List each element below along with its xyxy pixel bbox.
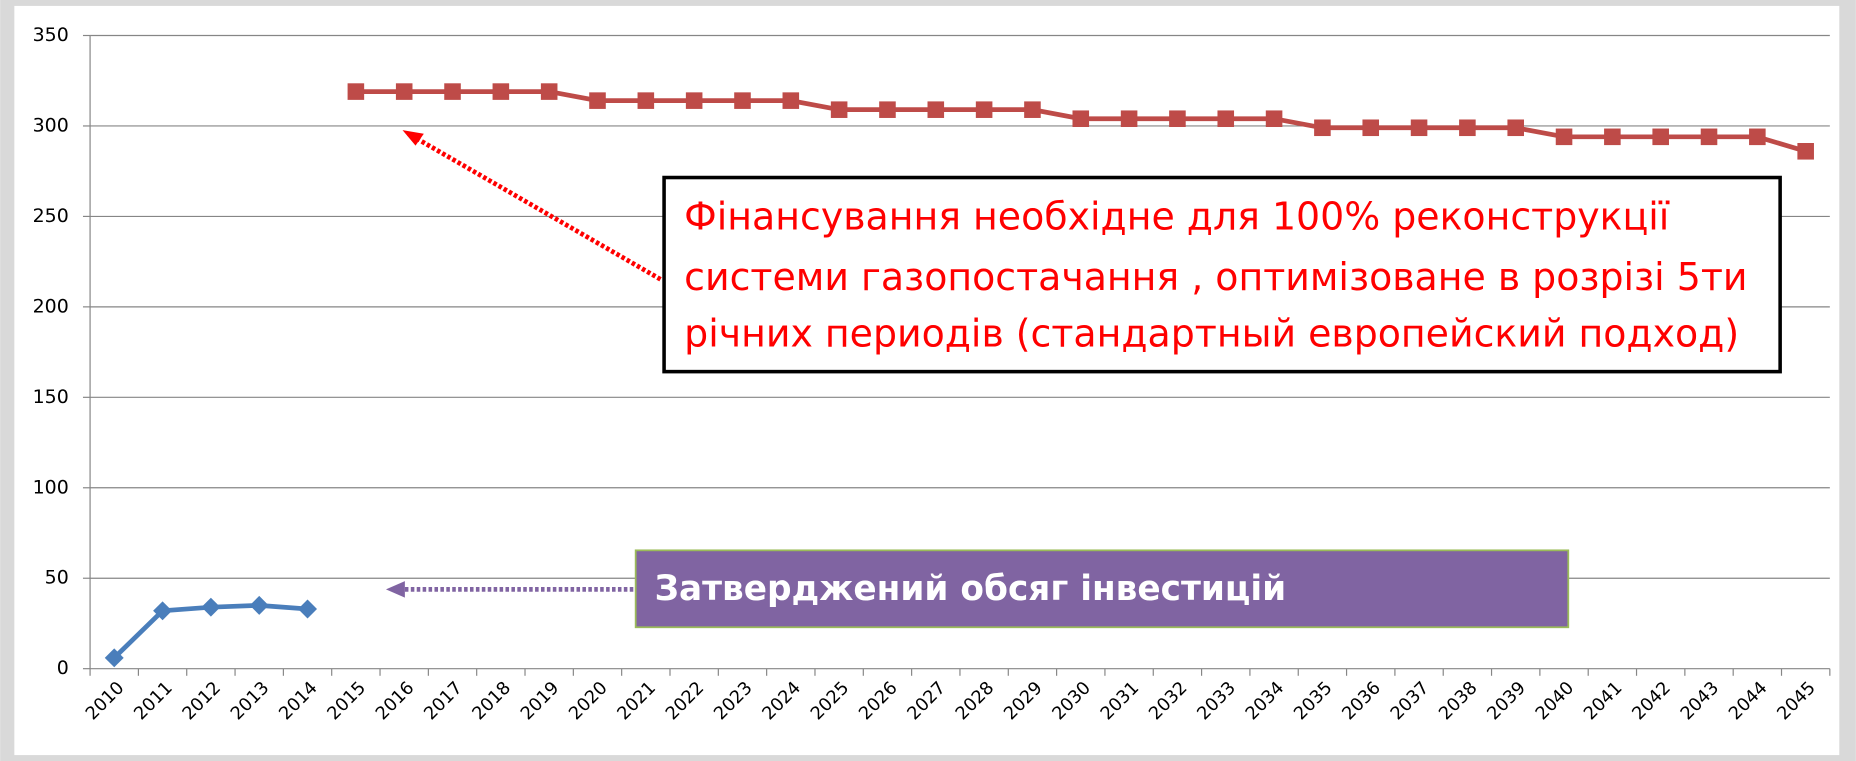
annotation-text: системи газопостачання , оптимізоване в … <box>684 255 1747 299</box>
marker <box>1314 119 1331 137</box>
marker <box>589 92 606 109</box>
annotation-text: Фінансування необхідне для 100% реконстр… <box>684 194 1670 238</box>
marker <box>927 101 945 118</box>
marker <box>1797 143 1814 160</box>
marker <box>1555 128 1573 146</box>
marker <box>830 101 848 118</box>
annotation-box <box>662 175 1782 374</box>
marker <box>1604 128 1621 146</box>
annotation-box <box>634 549 1570 629</box>
marker <box>347 83 365 100</box>
marker <box>395 83 413 100</box>
marker <box>1507 119 1524 137</box>
marker <box>201 597 221 617</box>
y-tick-label: 250 <box>33 205 69 227</box>
marker <box>249 595 269 615</box>
marker <box>879 101 896 118</box>
marker <box>685 92 703 109</box>
annotation-text: Затверджений обсяг інвестицій <box>655 569 1287 609</box>
marker <box>153 601 173 621</box>
marker <box>782 92 800 109</box>
y-tick-label: 0 <box>57 657 69 679</box>
marker <box>1362 119 1380 137</box>
marker <box>1459 119 1476 137</box>
chart-area <box>14 5 1840 756</box>
marker <box>1410 119 1428 137</box>
y-tick-label: 200 <box>33 295 69 317</box>
arrow-head <box>402 130 424 146</box>
marker <box>444 83 461 100</box>
y-tick-label: 100 <box>33 476 69 498</box>
marker <box>540 83 558 100</box>
y-tick-label: 50 <box>45 567 69 589</box>
annotation-text: річних периодів (стандартный европейский… <box>684 312 1739 356</box>
marker <box>734 92 751 109</box>
marker <box>298 599 318 619</box>
marker <box>1024 101 1041 118</box>
marker <box>492 83 510 100</box>
marker <box>637 92 655 109</box>
marker <box>1265 110 1283 128</box>
y-tick-label: 150 <box>33 386 69 408</box>
marker <box>1217 110 1235 128</box>
marker <box>1652 128 1669 146</box>
arrow-head <box>385 581 405 598</box>
marker <box>975 101 993 118</box>
marks <box>104 83 1814 668</box>
y-tick-label: 300 <box>33 114 69 136</box>
marker <box>1749 128 1766 146</box>
marker <box>1169 110 1186 128</box>
marker <box>1120 110 1138 128</box>
marker <box>104 648 124 668</box>
y-tick-label: 350 <box>33 24 69 46</box>
marker <box>1072 110 1090 128</box>
arrow <box>407 131 662 282</box>
marker <box>1700 128 1718 146</box>
